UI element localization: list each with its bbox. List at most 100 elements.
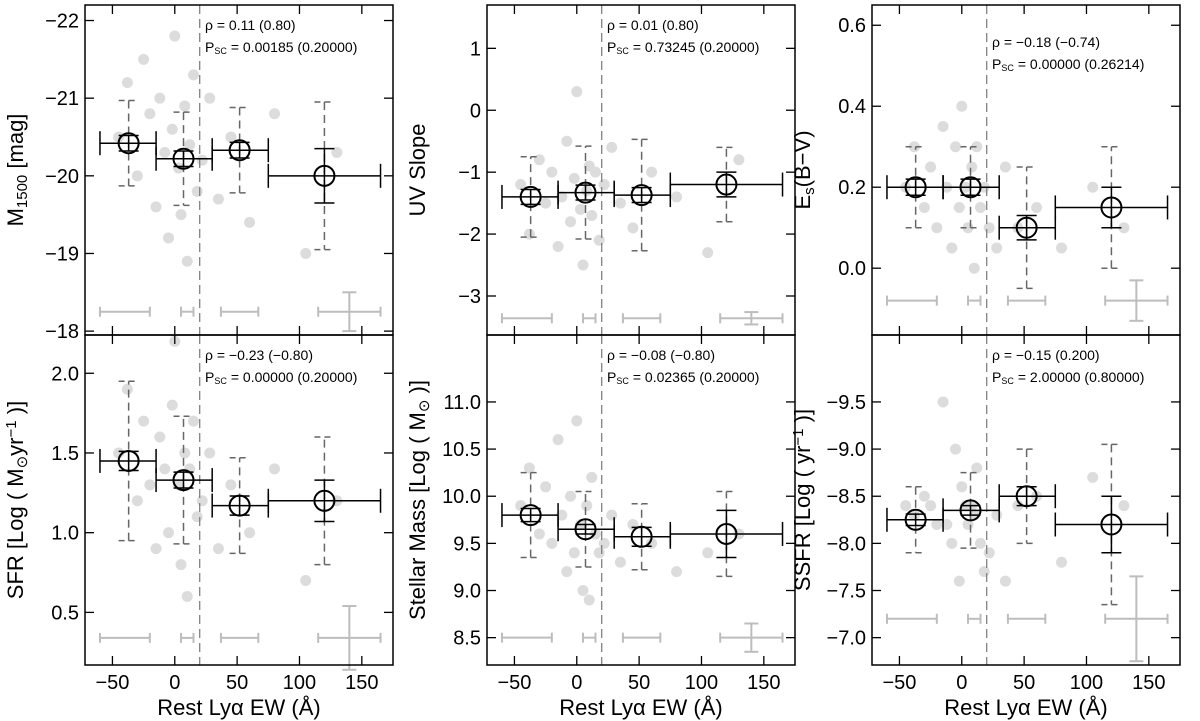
galaxy-point [937,120,949,132]
galaxy-point [121,77,133,89]
y-label-part: UV Slope [405,124,430,217]
y-tick-label: −9.0 [827,439,866,461]
y-label-part: M [3,208,28,226]
x-tick-label: −50 [882,672,916,694]
y-tick-label: 1 [470,38,481,60]
y-label-part: E [790,195,815,210]
galaxy-point [556,509,568,521]
galaxy-point [546,166,558,178]
y-axis-label: Es(B−V) [790,130,818,209]
galaxy-point [187,69,199,81]
y-tick-label: −8.0 [827,533,866,555]
bin-point [172,147,195,170]
psc-sub: SC [616,376,629,386]
bin-point [959,499,982,522]
x-axis-label: Rest Lyα EW (Å) [944,695,1107,720]
psc-name: P [992,56,1001,72]
rho-annotation: ρ = −0.08 (−0.80) [607,347,715,363]
plot-frame [871,334,1181,666]
galaxy-point [1087,181,1099,193]
rho-annotation: ρ = −0.18 (−0.74) [992,34,1100,50]
galaxy-point [999,575,1011,587]
y-tick-label: 0.4 [838,96,866,118]
y-label-part: [mag] [3,114,28,175]
psc-name: P [205,369,214,385]
bin-point [1100,196,1123,219]
x-tick-label: −50 [95,672,129,694]
y-label-part: (B−V) [790,130,815,187]
psc-annotation: PSC = 0.00185 (0.20000) [205,39,357,56]
galaxy-point [941,519,953,531]
y-label-part: −1 [790,428,807,445]
galaxy-point [561,135,573,147]
psc-value: = 0.02365 (0.20000) [633,369,760,385]
galaxy-point [138,53,150,65]
bin-point [904,176,927,199]
y-tick-label: 10.0 [442,486,481,508]
psc-annotation: PSC = 0.00000 (0.26214) [992,56,1144,73]
galaxy-point [974,201,986,213]
galaxy-point [571,415,583,427]
galaxy-point [212,543,224,555]
galaxy-point [269,463,281,475]
galaxy-point [331,147,343,159]
y-tick-label: 0 [470,100,481,122]
galaxy-point [166,399,178,411]
galaxy-point [900,500,912,512]
galaxy-point [646,166,658,178]
y-tick-label: −7.0 [827,628,866,650]
galaxy-point [702,247,714,259]
galaxy-point [175,559,187,571]
x-tick-label: 0 [956,672,967,694]
galaxy-point [1056,556,1068,568]
galaxy-point [244,527,256,539]
galaxy-point [671,191,683,203]
galaxy-point [533,154,545,166]
psc-sub: SC [1001,376,1014,386]
galaxy-point [583,594,595,606]
galaxy-point [1087,471,1099,483]
y-label-part: )] [790,409,815,429]
galaxy-point [931,222,943,234]
panel: −18 −19 −20 −21 −22 M1500 [mag] ρ = 0.11 (0.80… [3,4,394,343]
galaxy-point [523,462,535,474]
galaxy-point [225,479,237,491]
y-tick-label: −7.5 [827,581,866,603]
galaxy-point [946,242,958,254]
galaxy-point [179,100,191,112]
galaxy-point [614,197,626,209]
bin-point [630,525,653,548]
psc-value: = 0.00000 (0.20000) [231,369,358,385]
bin-point [959,176,982,199]
galaxy-point [150,201,162,213]
psc-name: P [607,369,616,385]
y-label-part: 1500 [14,175,31,208]
galaxy-point [991,242,1003,254]
galaxy-point [191,185,203,197]
x-tick-label: 150 [747,672,780,694]
psc-sub: SC [214,46,227,56]
galaxy-point [515,500,527,512]
rho-annotation: ρ = −0.15 (0.200) [992,347,1100,363]
galaxy-point [925,161,937,173]
psc-annotation: PSC = 0.73245 (0.20000) [607,39,759,56]
psc-value: = 2.00000 (0.80000) [1018,369,1145,385]
galaxy-point [556,191,568,203]
galaxy-point [577,259,589,271]
x-tick-label: 100 [1070,672,1103,694]
x-axis-label: Rest Lyα EW (Å) [157,695,320,720]
y-tick-label: −3 [458,286,481,308]
plot-frame [486,334,796,666]
galaxy-point [581,500,593,512]
galaxy-point [627,222,639,234]
psc-sub: SC [214,376,227,386]
bin-point [574,181,597,204]
galaxy-point [950,443,962,455]
y-tick-label: 9.5 [453,533,481,555]
galaxy-point [144,479,156,491]
galaxy-point [991,509,1003,521]
galaxy-point [575,203,587,215]
galaxy-point [552,240,564,252]
galaxy-point [968,262,980,274]
